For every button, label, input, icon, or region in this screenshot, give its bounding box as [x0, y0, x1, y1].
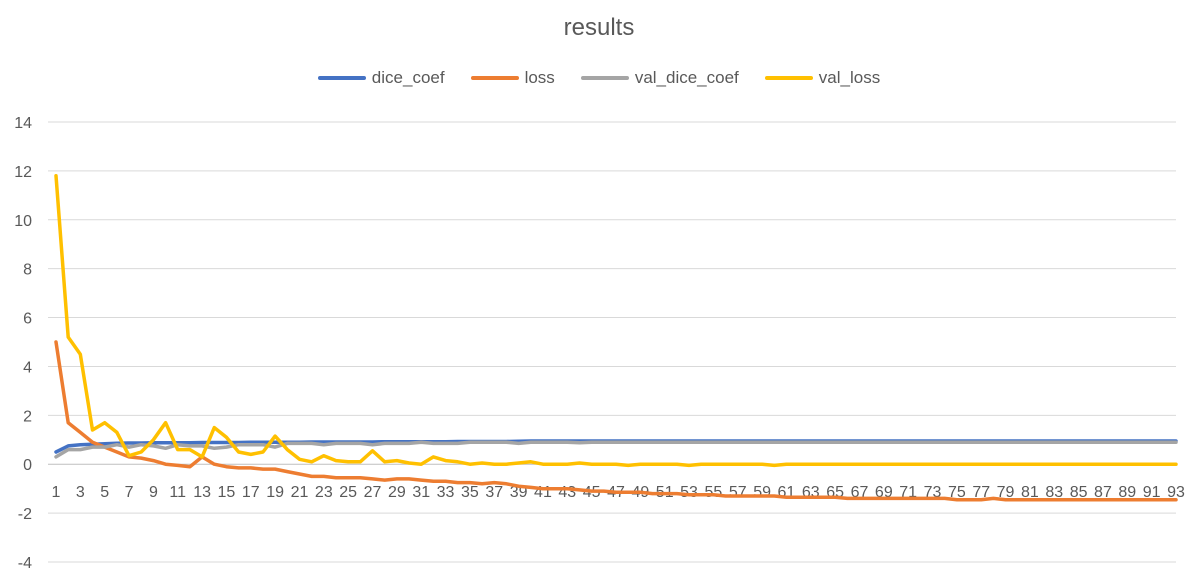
x-tick-label: 39: [510, 484, 528, 501]
x-tick-label: 21: [291, 484, 309, 501]
y-tick-label: -4: [18, 555, 32, 572]
y-tick-label: 4: [23, 359, 32, 376]
x-tick-label: 55: [704, 484, 722, 501]
x-tick-label: 75: [948, 484, 966, 501]
x-tick-label: 3: [76, 484, 85, 501]
x-tick-label: 5: [100, 484, 109, 501]
x-tick-label: 81: [1021, 484, 1039, 501]
x-tick-label: 89: [1118, 484, 1136, 501]
legend-swatch: [764, 76, 813, 80]
x-tick-label: 9: [149, 484, 158, 501]
x-tick-label: 83: [1045, 484, 1063, 501]
legend-swatch: [580, 76, 629, 80]
x-tick-label: 31: [412, 484, 430, 501]
chart-title: results: [563, 14, 635, 41]
legend-item-val-loss: val_loss: [764, 68, 881, 88]
x-tick-label: 23: [315, 484, 333, 501]
x-tick-label: 57: [729, 484, 747, 501]
legend-item-val-dice-coef: val_dice_coef: [580, 68, 739, 88]
legend: dice_coef loss val_dice_coef val_loss: [0, 68, 1198, 88]
series-line-val-loss: [54, 174, 1178, 468]
x-tick-label: 53: [680, 484, 698, 501]
x-tick-label: 19: [266, 484, 284, 501]
x-tick-label: 13: [193, 484, 211, 501]
legend-item-loss: loss: [470, 68, 555, 88]
x-tick-label: 1: [52, 484, 61, 501]
legend-label: val_loss: [818, 68, 881, 87]
legend-label: val_dice_coef: [634, 68, 739, 87]
x-tick-label: 91: [1143, 484, 1161, 501]
legend-item-dice-coef: dice_coef: [317, 68, 445, 88]
legend-swatch: [470, 76, 519, 80]
x-tick-label: 77: [972, 484, 990, 501]
x-tick-label: 79: [997, 484, 1015, 501]
legend-swatch: [317, 76, 366, 80]
y-tick-label: 0: [23, 457, 32, 474]
x-tick-label: 15: [218, 484, 236, 501]
x-tick-label: 33: [437, 484, 455, 501]
x-tick-label: 11: [169, 484, 186, 501]
x-tick-label: 85: [1070, 484, 1088, 501]
x-tick-label: 17: [242, 484, 260, 501]
x-tick-label: 43: [558, 484, 576, 501]
x-tick-label: 37: [485, 484, 503, 501]
y-tick-label: 14: [14, 115, 32, 132]
x-tick-label: 93: [1167, 484, 1185, 501]
y-tick-label: 10: [14, 213, 32, 230]
legend-label: dice_coef: [371, 68, 445, 87]
x-tick-label: 35: [461, 484, 479, 501]
series-line-loss: [54, 340, 1178, 502]
y-tick-label: -2: [18, 506, 32, 523]
y-tick-label: 6: [23, 311, 32, 328]
series-line-val-dice-coef: [54, 440, 1178, 459]
x-tick-label: 59: [753, 484, 771, 501]
x-tick-label: 7: [125, 484, 134, 501]
x-tick-label: 87: [1094, 484, 1112, 501]
y-tick-label: 12: [14, 164, 32, 181]
legend-label: loss: [524, 68, 555, 87]
x-tick-label: 29: [388, 484, 406, 501]
y-tick-label: 8: [23, 262, 32, 279]
y-tick-label: 2: [23, 408, 32, 425]
x-tick-label: 25: [339, 484, 357, 501]
x-tick-label: 27: [364, 484, 382, 501]
